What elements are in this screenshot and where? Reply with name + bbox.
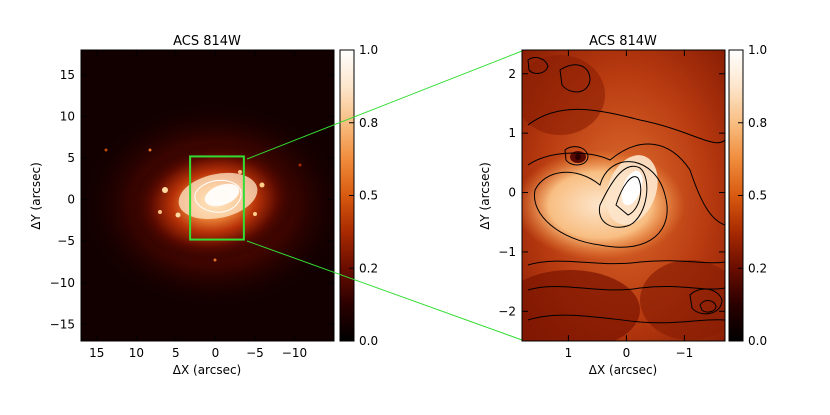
right-plot-frame — [521, 49, 726, 342]
left-x-ticks: 15 10 5 0 −5 −10 — [89, 50, 307, 360]
colorbar-tick-label: 0.8 — [359, 116, 378, 130]
colorbar-tick-label: 0.0 — [748, 334, 767, 348]
right-y-ticks: −2 −1 0 1 2 — [498, 67, 725, 318]
zoom-box — [189, 155, 245, 241]
y-tick-label: −5 — [57, 234, 75, 248]
y-tick-label: −15 — [50, 317, 75, 331]
colorbar-tick-label: 0.8 — [748, 116, 767, 130]
right-x-ticks: 1 0 −1 — [565, 50, 694, 360]
colorbar-tick-label: 1.0 — [359, 43, 378, 57]
connector-top — [246, 50, 523, 160]
y-tick-label: −2 — [498, 304, 516, 318]
left-title: ACS 814W — [173, 34, 241, 49]
left-panel: 15 10 5 0 −5 −10 −15 −10 −5 0 5 10 15 ACS 814W ΔX (… — [29, 34, 335, 377]
right-title: ACS 814W — [589, 34, 657, 49]
y-tick-label: 1 — [508, 126, 516, 140]
left-ylabel: ΔY (arcsec) — [29, 162, 43, 230]
x-tick-label: 0 — [623, 346, 631, 360]
colorbar-tick-label: 1.0 — [748, 43, 767, 57]
y-tick-label: 5 — [67, 151, 75, 165]
right-xlabel: ΔX (arcsec) — [589, 363, 657, 377]
right-colorbar: 0.0 0.2 0.5 0.8 1.0 — [728, 43, 767, 348]
right-image — [522, 50, 725, 341]
x-tick-label: −10 — [282, 346, 307, 360]
y-tick-label: 0 — [67, 193, 75, 207]
left-xlabel: ΔX (arcsec) — [173, 363, 241, 377]
colorbar-tick-label: 0.2 — [748, 261, 767, 275]
right-colorbar-ticks: 0.0 0.2 0.5 0.8 1.0 — [738, 43, 767, 348]
x-tick-label: 10 — [129, 346, 144, 360]
zoom-connectors — [246, 50, 523, 341]
y-tick-label: −1 — [498, 245, 516, 259]
left-plot-frame — [80, 49, 335, 342]
left-y-ticks: −15 −10 −5 0 5 10 15 — [50, 68, 334, 331]
right-panel: 1 0 −1 −2 −1 0 1 2 ACS 814W ΔX (arcsec) ΔY (ar… — [478, 34, 726, 377]
colorbar-tick-label: 0.2 — [359, 261, 378, 275]
y-tick-label: 10 — [60, 110, 75, 124]
y-tick-label: −10 — [50, 276, 75, 290]
colorbar-tick-label: 0.0 — [359, 334, 378, 348]
colorbar-tick-label: 0.5 — [748, 189, 767, 203]
y-tick-label: 0 — [508, 186, 516, 200]
x-tick-label: 5 — [172, 346, 180, 360]
colorbar-tick-label: 0.5 — [359, 189, 378, 203]
x-tick-label: −1 — [676, 346, 694, 360]
x-tick-label: 0 — [212, 346, 220, 360]
connector-bottom — [246, 240, 523, 341]
y-tick-label: 15 — [60, 68, 75, 82]
x-tick-label: −5 — [246, 346, 264, 360]
left-colorbar: 0.0 0.2 0.5 0.8 1.0 — [339, 43, 378, 348]
y-tick-label: 2 — [508, 67, 516, 81]
x-tick-label: 1 — [565, 346, 573, 360]
right-ylabel: ΔY (arcsec) — [478, 162, 492, 230]
left-image — [81, 50, 334, 341]
x-tick-label: 15 — [89, 346, 104, 360]
left-colorbar-ticks: 0.0 0.2 0.5 0.8 1.0 — [349, 43, 378, 348]
